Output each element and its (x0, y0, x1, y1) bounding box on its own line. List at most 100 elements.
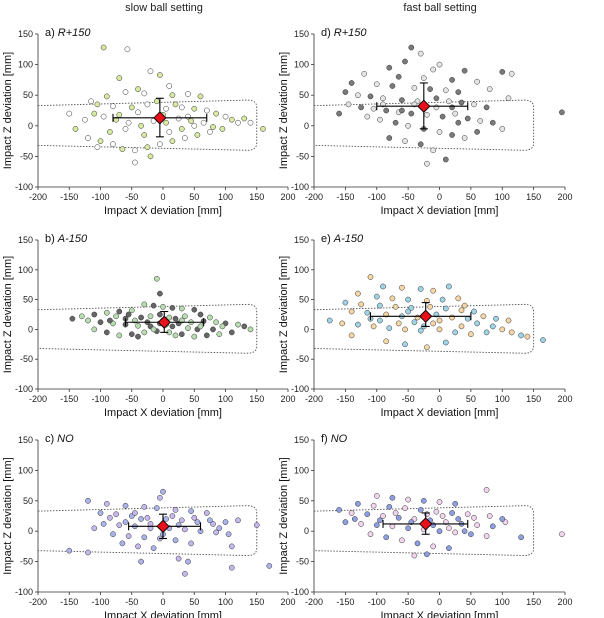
data-point (213, 319, 219, 326)
mean-marker (153, 111, 167, 125)
data-point (141, 534, 148, 541)
data-point (392, 303, 399, 310)
panel-title: b) A-150 (45, 233, 88, 245)
x-tick-label: -50 (402, 597, 415, 607)
x-tick-label: 50 (189, 597, 199, 607)
data-point (241, 115, 248, 122)
x-tick-label: -150 (60, 394, 78, 404)
y-tick-label: -100 (291, 384, 309, 394)
data-point (91, 525, 98, 532)
x-tick-label: -200 (29, 597, 47, 607)
y-tick-label: 50 (299, 90, 309, 100)
y-tick-label: 150 (294, 435, 309, 445)
x-axis-label: Impact X deviation [mm] (381, 407, 499, 419)
data-point (446, 525, 452, 532)
y-tick-label: -50 (296, 151, 309, 161)
data-point (493, 315, 499, 322)
data-point (380, 95, 386, 102)
data-point (138, 516, 144, 522)
data-point (408, 44, 415, 51)
data-point (342, 89, 349, 95)
data-point (122, 519, 129, 525)
y-axis-label: Impact Z deviation [mm] (278, 52, 290, 169)
data-point (169, 138, 176, 144)
y-tick-label: 100 (294, 60, 309, 70)
data-point (147, 68, 154, 75)
data-point (461, 302, 468, 309)
y-tick-label: 100 (294, 465, 309, 475)
data-point (210, 124, 216, 130)
data-point (144, 514, 151, 521)
data-point (518, 534, 524, 541)
data-point (266, 563, 273, 569)
data-point (147, 313, 154, 320)
data-point (373, 493, 380, 499)
x-tick-label: -150 (336, 192, 354, 202)
data-point (405, 308, 411, 315)
column-title-slow: slow ball setting (125, 2, 203, 14)
data-point (125, 119, 132, 126)
data-point (235, 321, 241, 328)
data-point (169, 92, 176, 99)
data-point (367, 274, 374, 280)
y-axis-label: Impact Z deviation [mm] (2, 52, 14, 169)
data-point (247, 326, 254, 333)
data-point (417, 507, 424, 513)
data-point (116, 308, 123, 315)
data-point (417, 50, 424, 57)
data-point (103, 309, 110, 316)
data-point (222, 519, 229, 525)
data-point (439, 513, 446, 519)
x-tick-label: 0 (160, 192, 165, 202)
data-point (69, 315, 76, 322)
panel-b: -200 -150 -100 -50 0 50 100 150 200 -100 -50 0 50 100… (2, 233, 296, 419)
data-point (188, 508, 194, 514)
y-tick-label: -50 (20, 151, 33, 161)
data-point (260, 126, 266, 132)
data-point (103, 93, 110, 100)
data-point (213, 529, 219, 536)
data-point (424, 344, 430, 351)
data-point (210, 326, 216, 333)
data-point (420, 497, 427, 504)
data-point (185, 325, 191, 332)
data-point (207, 129, 213, 135)
data-point (452, 500, 459, 507)
data-point (449, 77, 455, 83)
y-axis-label: Impact Z deviation [mm] (2, 256, 14, 373)
y-tick-label: 150 (18, 29, 33, 39)
data-point (499, 69, 506, 75)
x-tick-label: 0 (437, 597, 442, 607)
x-tick-label: -200 (305, 192, 323, 202)
data-point (464, 511, 471, 518)
y-tick-label: -50 (20, 354, 33, 364)
data-point (383, 107, 390, 114)
data-point (411, 552, 418, 559)
x-tick-label: -100 (91, 394, 109, 404)
data-point (100, 521, 107, 527)
y-axis-label: Impact Z deviation [mm] (2, 457, 14, 574)
data-point (141, 90, 148, 97)
x-tick-label: 150 (526, 192, 541, 202)
data-point (135, 86, 141, 92)
data-point (442, 339, 449, 346)
panel-d: -200 -150 -100 -50 0 50 100 150 200-100-50050100… (278, 27, 573, 217)
data-point (144, 101, 151, 108)
data-point (442, 156, 449, 163)
data-point (147, 521, 154, 527)
data-point (153, 275, 160, 282)
data-point (436, 61, 443, 68)
x-tick-label: 200 (280, 597, 295, 607)
data-point (235, 119, 241, 126)
data-point (499, 126, 506, 132)
data-point (228, 329, 235, 336)
data-point (197, 311, 204, 318)
data-point (427, 303, 433, 310)
data-point (399, 107, 405, 114)
y-tick-label: -100 (15, 182, 33, 192)
data-point (446, 545, 452, 552)
data-point (383, 338, 390, 345)
data-point (153, 98, 160, 105)
data-point (110, 531, 116, 538)
data-point (433, 95, 440, 102)
